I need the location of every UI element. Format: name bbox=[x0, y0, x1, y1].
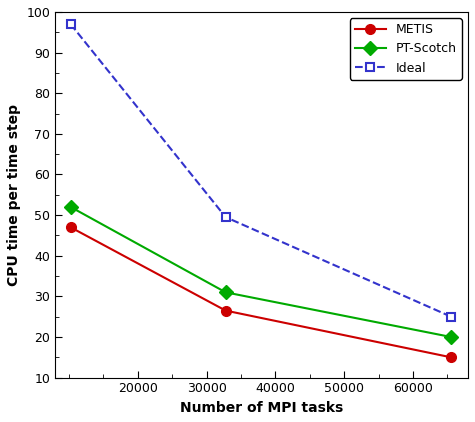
PT-Scotch bbox=[68, 204, 74, 209]
Line: METIS: METIS bbox=[66, 222, 456, 362]
PT-Scotch bbox=[448, 335, 454, 340]
Line: PT-Scotch: PT-Scotch bbox=[66, 202, 456, 342]
METIS bbox=[223, 308, 228, 313]
Legend: METIS, PT-Scotch, Ideal: METIS, PT-Scotch, Ideal bbox=[350, 18, 462, 80]
METIS bbox=[448, 355, 454, 360]
Ideal bbox=[68, 22, 74, 27]
Ideal bbox=[223, 215, 228, 220]
Line: Ideal: Ideal bbox=[66, 20, 455, 321]
PT-Scotch bbox=[223, 290, 228, 295]
METIS bbox=[68, 225, 74, 230]
Y-axis label: CPU time per time step: CPU time per time step bbox=[7, 104, 21, 286]
X-axis label: Number of MPI tasks: Number of MPI tasks bbox=[180, 401, 343, 415]
Ideal bbox=[448, 314, 454, 319]
